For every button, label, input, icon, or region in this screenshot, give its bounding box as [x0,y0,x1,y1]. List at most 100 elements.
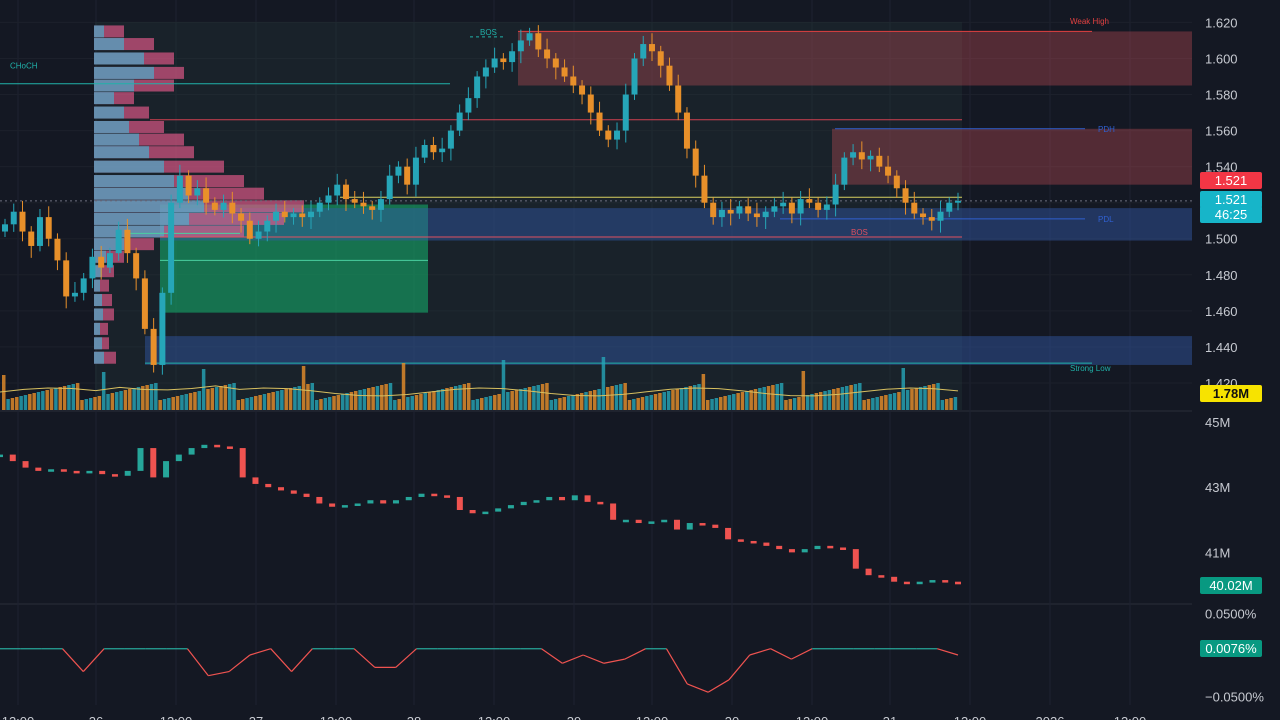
funding-line-segment [749,648,771,656]
time-axis-label: 27 [249,714,263,720]
cvd-candle [290,490,297,494]
volume-bar [818,392,823,410]
candle-body [806,199,813,203]
candle-body [920,213,927,218]
volume-bar [62,386,67,410]
volume-bar [432,391,436,410]
volume-bar [888,394,892,410]
volume-bar [123,390,128,410]
volume-bar [210,388,215,410]
candle-body [605,130,612,140]
volume-bar [136,387,141,410]
cvd-candle [788,549,795,553]
volume-bar [236,400,241,410]
volume-bar [879,396,884,410]
cvd-candle [661,519,668,523]
cvd-candle [891,576,898,582]
volume-bar [41,391,45,410]
candle-body [19,211,26,232]
volume-bar [128,389,132,410]
volume-bar [314,400,319,410]
cvd-candle [35,467,42,471]
funding-line-segment [770,648,792,660]
funding-line-segment [62,648,84,672]
cvd-candle [852,549,859,569]
cvd-candle [469,510,476,514]
candle-body [517,40,524,52]
volume-bar [775,384,779,410]
ask-price-tag: 1.521 [1200,191,1262,208]
volume-bar [588,391,593,410]
volume-bar [897,392,901,410]
cvd-candle [520,501,527,506]
price-axis-label: 1.540 [1205,160,1238,175]
cvd-candle [776,545,783,550]
volume-bar [601,357,606,410]
volume-bar [527,387,532,410]
candle-body [928,217,935,221]
volume-bar [106,394,110,410]
volume-bar [779,383,784,410]
cvd-candle [610,503,617,520]
cvd-candle [533,500,540,503]
volume-bar [636,398,640,410]
candle-body [955,200,961,203]
cvd-candle [712,524,719,528]
volume-bar [719,397,723,410]
funding-line-segment [82,648,105,672]
volume-bar [367,388,371,410]
volume-bar [740,392,745,410]
volume-bar [384,384,388,410]
candle-body [63,260,70,297]
volume-bar [723,396,727,410]
volume-bar [892,393,897,410]
time-axis-label: 12:00 [320,714,353,720]
cvd-candle [188,448,195,455]
cvd-candle [686,523,693,530]
volume-bar [666,391,671,410]
time-axis-label: 12:00 [160,714,193,720]
volume-bar [918,387,923,410]
candle-body [797,199,804,214]
candle-body [404,166,411,185]
volume-bar [836,388,840,410]
candle-body [482,67,489,77]
volume-label: 1.78M [1200,385,1262,402]
candle-body [439,148,446,153]
candle-body [133,253,140,279]
volume-bar [67,385,71,410]
volume-bar [293,387,297,410]
volume-bar [180,395,184,410]
volume-bar [480,398,484,410]
candle-body [334,184,341,196]
candle-body [753,213,760,218]
volume-bar [323,398,328,410]
volume-bar [571,395,575,410]
candle-body [570,76,577,86]
volume-bar [614,385,619,410]
candle-body [587,94,594,113]
volume-bar [671,390,675,410]
volume-profile-bar [94,92,114,105]
volume-profile-bar [94,308,103,321]
volume-bar [506,392,510,410]
volume-bar [397,399,401,410]
cvd-candle [750,540,757,544]
volume-bar [475,399,480,410]
candle-body [194,188,201,196]
cvd-axis-label: 43M [1205,480,1230,495]
volume-profile-bar [94,294,102,307]
volume-bar [393,400,397,410]
volume-bar [514,390,519,410]
volume-bar [736,393,740,410]
cvd-candle [495,508,502,512]
funding-line-segment [208,670,230,677]
cvd-candle [380,500,387,504]
cvd-candle [431,493,438,497]
volume-bar [632,399,636,410]
candle-body [535,33,542,50]
volume-bar [401,363,406,410]
cvd-candle [418,493,425,497]
volume-bar [462,384,467,410]
